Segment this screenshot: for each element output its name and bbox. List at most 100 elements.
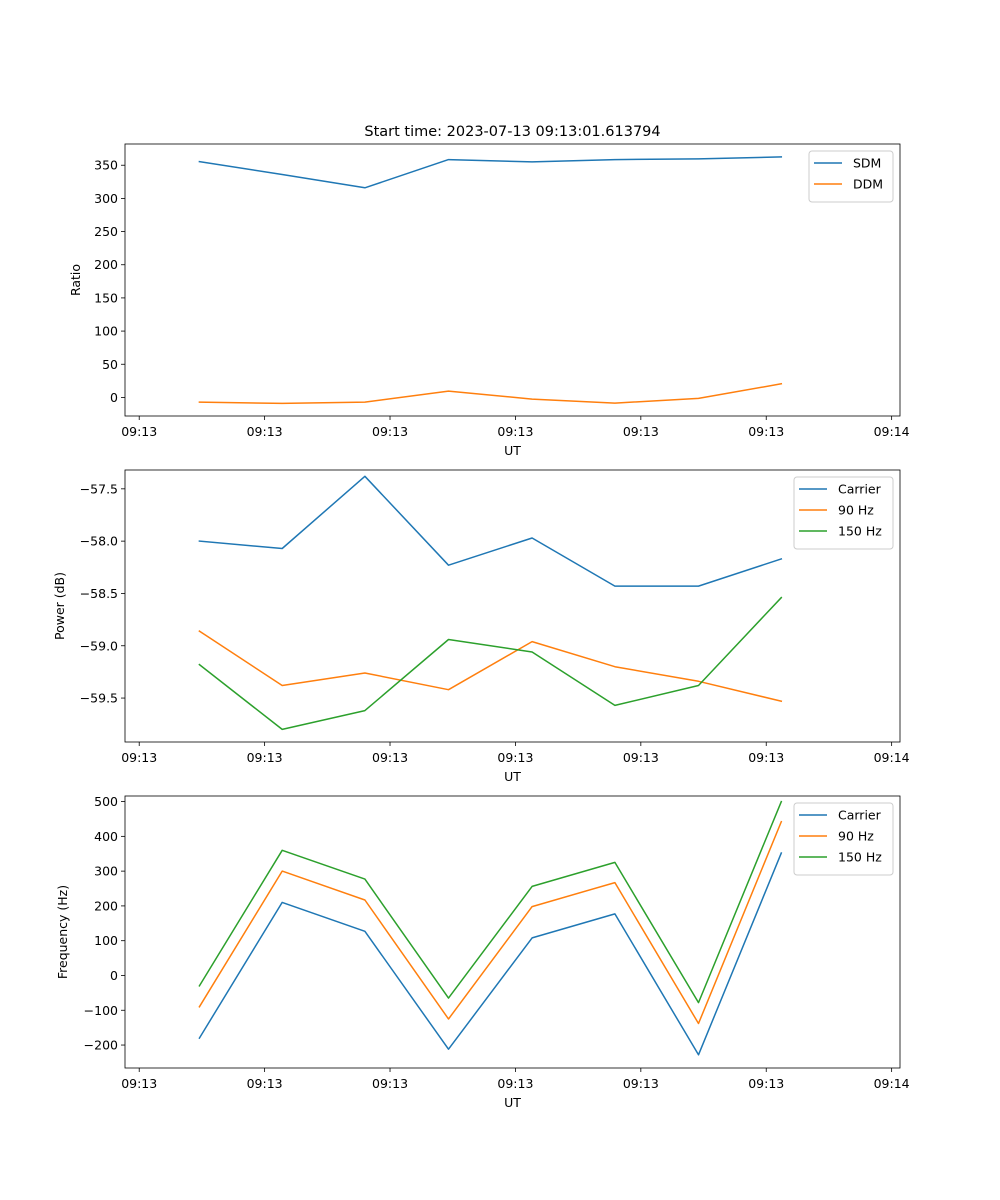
series-line-2 (198, 382, 783, 405)
y-tick-label: −100 (84, 1003, 118, 1018)
data-point (362, 929, 367, 934)
y-tick-label: 50 (102, 357, 118, 372)
data-point (446, 1017, 451, 1022)
data-point (530, 536, 535, 541)
data-point (696, 1000, 701, 1005)
legend: Carrier 90 Hz 150 Hz (793, 802, 894, 876)
data-point (280, 848, 285, 853)
x-tick-label: 09:14 (874, 424, 910, 439)
series-line-3 (198, 596, 783, 731)
data-point (197, 400, 202, 405)
data-point (696, 1021, 701, 1026)
x-axis-label: UT (504, 443, 521, 458)
data-point (280, 546, 285, 551)
x-tick-label: 09:13 (247, 750, 283, 765)
legend-label: 90 Hz (838, 503, 874, 518)
x-tick-label: 09:13 (497, 750, 533, 765)
data-point (280, 869, 285, 874)
series-lines (197, 474, 784, 731)
x-tick-label: 09:13 (121, 750, 157, 765)
data-point (530, 650, 535, 655)
y-tick-label: 300 (94, 864, 118, 879)
data-point (530, 884, 535, 889)
series-lines (197, 799, 784, 1057)
data-point (696, 1052, 701, 1057)
y-tick-label: 100 (94, 933, 118, 948)
legend-label: Carrier (838, 482, 882, 497)
y-tick-label: −59.0 (80, 638, 118, 653)
data-point (362, 474, 367, 479)
data-point (197, 662, 202, 667)
x-tick-label: 09:13 (748, 1076, 784, 1091)
data-point (530, 935, 535, 940)
y-tick-label: −58.5 (80, 586, 118, 601)
x-tick-label: 09:13 (372, 750, 408, 765)
y-axis-label: Frequency (Hz) (55, 885, 70, 979)
x-tick-label: 09:13 (497, 424, 533, 439)
legend-label: SDM (853, 156, 881, 171)
y-tick-label: 250 (94, 224, 118, 239)
series-line-1 (198, 475, 783, 587)
data-point (779, 699, 784, 704)
data-point (779, 799, 784, 804)
data-point (612, 860, 617, 865)
data-point (197, 539, 202, 544)
data-point (197, 159, 202, 164)
axes-frame (124, 469, 901, 743)
data-point (779, 154, 784, 159)
x-tick-label: 09:13 (623, 1076, 659, 1091)
data-point (530, 397, 535, 402)
y-tick-label: −58.0 (80, 534, 118, 549)
data-point (446, 389, 451, 394)
data-point (446, 157, 451, 162)
y-tick-label: 0 (110, 390, 118, 405)
legend: Carrier 90 Hz 150 Hz (793, 476, 894, 550)
data-point (280, 900, 285, 905)
legend: SDM DDM (808, 150, 894, 203)
series-line-1 (198, 852, 783, 1056)
data-point (779, 381, 784, 386)
axes-frame (124, 795, 901, 1069)
data-point (446, 687, 451, 692)
x-tick-label: 09:13 (247, 1076, 283, 1091)
figure-title: Start time: 2023-07-13 09:13:01.613794 (364, 124, 660, 140)
legend-label: Carrier (838, 808, 882, 823)
x-tick-label: 09:13 (623, 424, 659, 439)
y-tick-label: 200 (94, 898, 118, 913)
y-tick-label: −57.5 (80, 481, 118, 496)
y-axis-label: Power (dB) (52, 572, 67, 640)
x-tick-label: 09:13 (372, 1076, 408, 1091)
series-line-2 (198, 820, 783, 1025)
x-tick-label: 09:14 (874, 750, 910, 765)
data-point (362, 671, 367, 676)
x-tick-label: 09:13 (623, 750, 659, 765)
y-axis-label: Ratio (68, 264, 83, 296)
x-tick-label: 09:13 (497, 1076, 533, 1091)
data-point (779, 595, 784, 600)
y-tick-label: −59.5 (80, 691, 118, 706)
series-line-3 (198, 800, 783, 1004)
data-point (696, 584, 701, 589)
y-tick-label: 400 (94, 829, 118, 844)
y-tick-label: 350 (94, 158, 118, 173)
x-tick-label: 09:13 (748, 424, 784, 439)
y-tick-label: −200 (84, 1038, 118, 1053)
data-point (779, 819, 784, 824)
legend-label: DDM (853, 177, 883, 192)
x-axis-label: UT (504, 1095, 521, 1110)
data-point (612, 157, 617, 162)
series-lines (197, 154, 784, 405)
data-point (696, 396, 701, 401)
y-tick-label: 150 (94, 290, 118, 305)
x-axis-label: UT (504, 769, 521, 784)
chart-panel-3: 09:13 09:13 09:13 09:13 09:13 09:13 09:14 −200 −… (55, 794, 910, 1110)
data-point (197, 983, 202, 988)
chart-panel-1: 09:13 09:13 09:13 09:13 09:13 09:13 09:14 0 50 10… (68, 143, 910, 458)
data-point (530, 159, 535, 164)
data-point (612, 880, 617, 885)
data-point (362, 708, 367, 713)
data-point (280, 683, 285, 688)
data-point (612, 584, 617, 589)
data-point (197, 629, 202, 634)
